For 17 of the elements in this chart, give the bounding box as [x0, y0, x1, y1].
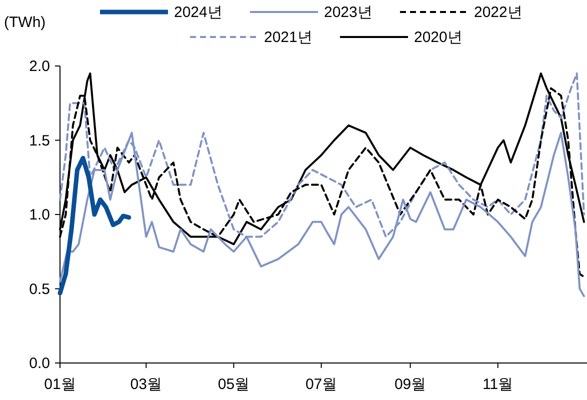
x-tick-label: 01월 — [44, 376, 76, 393]
y-tick-label: 0.0 — [29, 355, 50, 372]
x-tick-label: 07월 — [305, 376, 338, 393]
y-tick-label: 1.0 — [29, 206, 50, 224]
legend-label: 2022년 — [474, 4, 522, 21]
legend-label: 2020년 — [414, 29, 462, 46]
y-tick-label: 0.5 — [29, 280, 50, 298]
legend-label: 2023년 — [324, 4, 372, 21]
y-tick-label: 2.0 — [29, 58, 50, 75]
x-tick-label: 03월 — [130, 376, 162, 393]
y-axis-title: (TWh) — [4, 14, 46, 31]
x-tick-label: 09월 — [394, 376, 426, 393]
x-tick-label: 11월 — [482, 376, 514, 393]
x-tick-label: 05월 — [218, 376, 250, 393]
y-tick-label: 1.5 — [29, 132, 50, 150]
legend-label: 2024년 — [174, 4, 222, 21]
legend-label: 2021년 — [264, 29, 312, 46]
